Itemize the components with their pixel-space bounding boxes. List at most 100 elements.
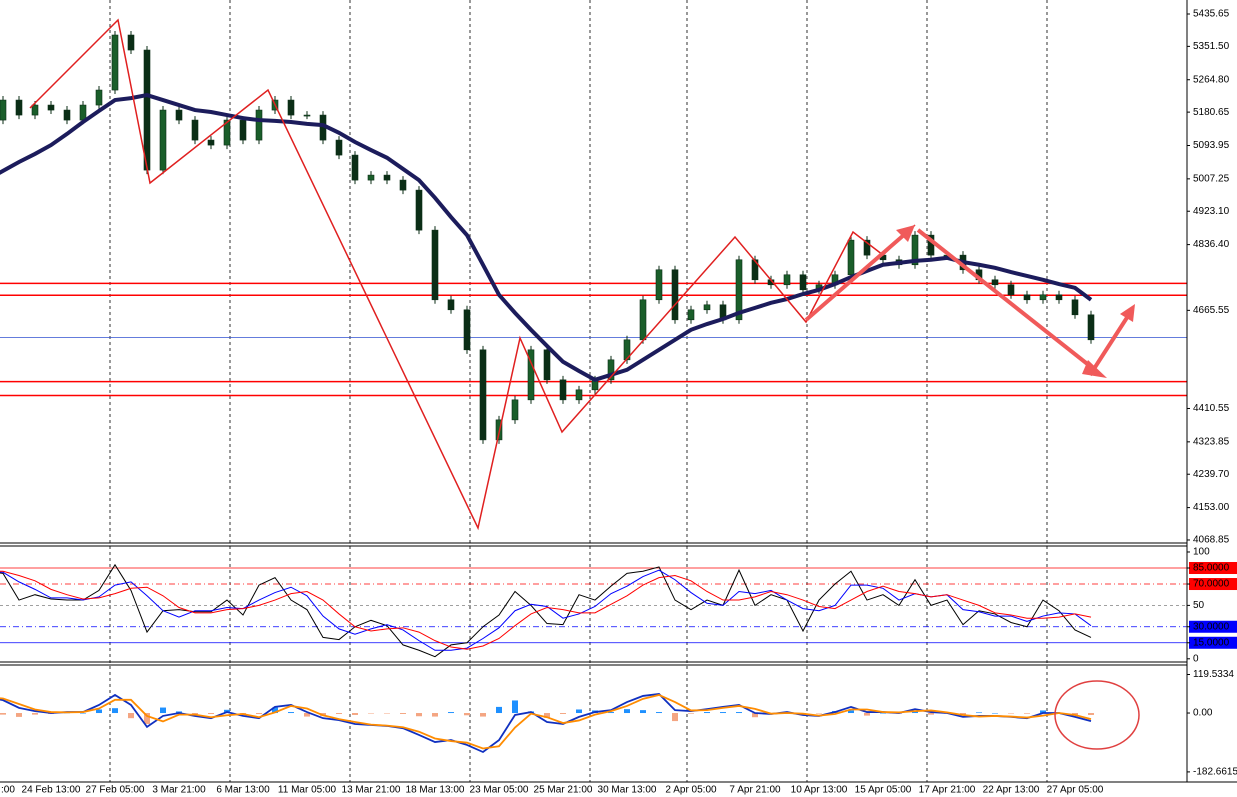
histogram-bar: [544, 713, 550, 718]
y-tick-label: 0.00: [1193, 708, 1213, 719]
histogram-bar: [912, 711, 918, 714]
y-tick-label: 100: [1193, 547, 1210, 558]
y-tick-label: 0: [1193, 653, 1199, 664]
arrow: [916, 228, 1097, 372]
histogram-bar: [704, 712, 710, 714]
candle: [911, 234, 919, 266]
candle: [799, 274, 807, 291]
histogram-bar: [144, 713, 150, 724]
candle: [655, 269, 663, 301]
histogram-bar: [272, 707, 278, 714]
histogram-bar: [1088, 713, 1094, 715]
candle: [863, 239, 871, 256]
histogram-bar: [192, 713, 198, 715]
level-label-box: [1189, 578, 1237, 591]
candle: [1039, 294, 1047, 301]
y-tick-label: 4153.00: [1193, 502, 1230, 513]
histogram-bar: [1040, 710, 1046, 714]
x-tick-label: 23 Mar 05:00: [470, 785, 529, 796]
y-tick-label: -182.6615: [1193, 767, 1237, 778]
y-tick-label: 5093.95: [1193, 140, 1230, 151]
candle: [95, 89, 103, 106]
arrow-head: [896, 225, 915, 242]
level-label-box: [1189, 562, 1237, 575]
candle: [127, 34, 135, 51]
x-tick-label: 15 Apr 05:00: [855, 785, 912, 796]
candle: [447, 299, 455, 311]
series-line: [0, 694, 1092, 750]
histogram-bar: [1072, 713, 1078, 715]
y-tick-label: 30.0000: [1193, 621, 1230, 632]
histogram-bar: [848, 710, 854, 714]
x-tick-label: 3 Mar 21:00: [152, 785, 206, 796]
histogram-bar: [384, 713, 390, 714]
candle: [335, 139, 343, 156]
candle: [703, 304, 711, 311]
y-tick-label: 4239.70: [1193, 469, 1230, 480]
histogram-bar: [976, 712, 982, 714]
x-tick-label: 22 Apr 13:00: [983, 785, 1040, 796]
histogram-bar: [752, 713, 758, 718]
y-tick-label: 4836.40: [1193, 239, 1230, 250]
y-tick-label: 15.0000: [1193, 637, 1230, 648]
candle: [159, 109, 167, 171]
y-tick-label: 4410.55: [1193, 403, 1230, 414]
candle: [415, 189, 423, 231]
arrow-head: [1120, 304, 1135, 322]
histogram-bar: [256, 713, 262, 714]
candle: [559, 379, 567, 401]
candle: [287, 99, 295, 116]
y-tick-label: 70.0000: [1193, 579, 1230, 590]
series-line: [0, 569, 1092, 651]
level-label-box: [1189, 620, 1237, 633]
candle: [175, 109, 183, 121]
arrow: [804, 232, 907, 322]
candle: [735, 259, 743, 321]
histogram-bar: [640, 710, 646, 714]
x-tick-label: 30 Mar 13:00: [598, 785, 657, 796]
annotations: [29, 18, 1140, 750]
candle: [575, 389, 583, 401]
candle: [111, 34, 119, 91]
histogram-bar: [208, 713, 214, 714]
y-tick-label: 5007.25: [1193, 173, 1230, 184]
candle: [639, 299, 647, 341]
candle: [239, 119, 247, 141]
histogram-bar: [0, 713, 6, 715]
histogram-bar: [400, 713, 406, 714]
histogram-bar: [576, 709, 582, 714]
series-line: [0, 92, 1093, 382]
candle: [303, 114, 311, 117]
y-tick-label: 5435.65: [1193, 9, 1230, 20]
histogram-bar: [32, 713, 38, 715]
x-tick-label: 6 Mar 13:00: [216, 785, 270, 796]
candle: [687, 309, 695, 321]
candle: [383, 174, 391, 181]
candle: [143, 49, 151, 171]
candle: [543, 349, 551, 381]
candle: [671, 269, 679, 321]
histogram-bar: [672, 713, 678, 722]
candle: [207, 139, 215, 146]
x-tick-label: 25 Mar 21:00: [534, 785, 593, 796]
histogram-bar: [1008, 713, 1014, 714]
y-tick-label: 50: [1193, 600, 1205, 611]
histogram-bar: [432, 713, 438, 717]
candle: [511, 399, 519, 421]
x-tick-label: 13 Mar 21:00: [342, 785, 401, 796]
candle: [1087, 314, 1095, 341]
x-tick-label: 18 Mar 13:00: [406, 785, 465, 796]
histogram-bar: [960, 713, 966, 715]
histogram-bar: [560, 713, 566, 714]
candle: [847, 239, 855, 276]
histogram-bar: [128, 713, 134, 719]
histogram-bar: [448, 712, 454, 714]
y-tick-label: 4665.55: [1193, 305, 1230, 316]
histogram-bar: [160, 707, 166, 714]
candle: [463, 309, 471, 351]
histogram-bar: [928, 713, 934, 715]
histogram-bar: [736, 712, 742, 714]
candle: [527, 349, 535, 401]
histogram-bar: [816, 713, 822, 714]
